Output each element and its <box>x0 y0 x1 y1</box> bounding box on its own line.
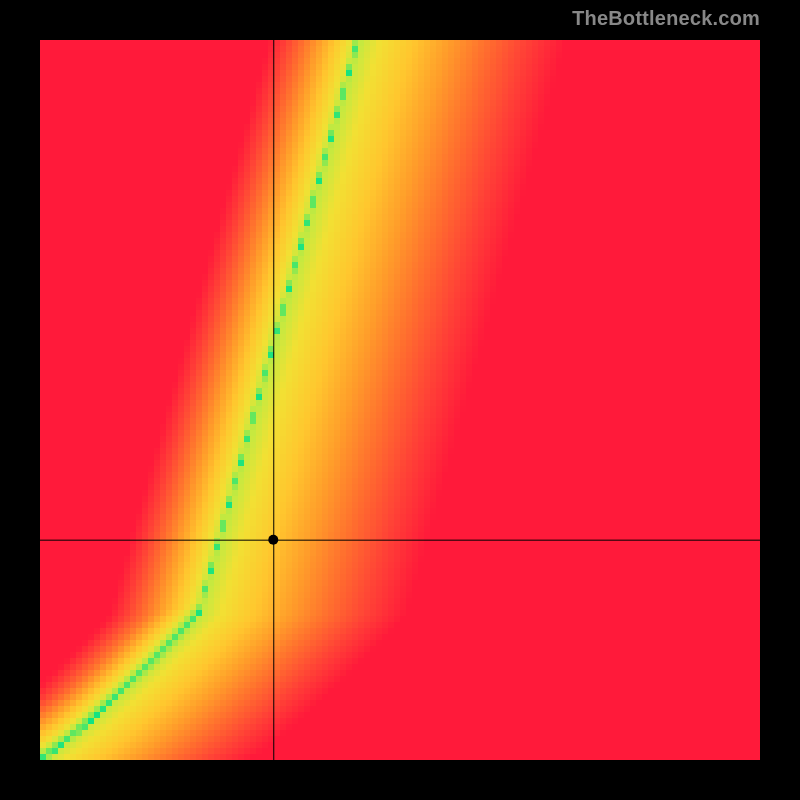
chart-container: TheBottleneck.com <box>0 0 800 800</box>
heatmap-plot <box>40 40 760 760</box>
watermark-text: TheBottleneck.com <box>572 8 760 31</box>
heatmap-canvas <box>40 40 760 760</box>
